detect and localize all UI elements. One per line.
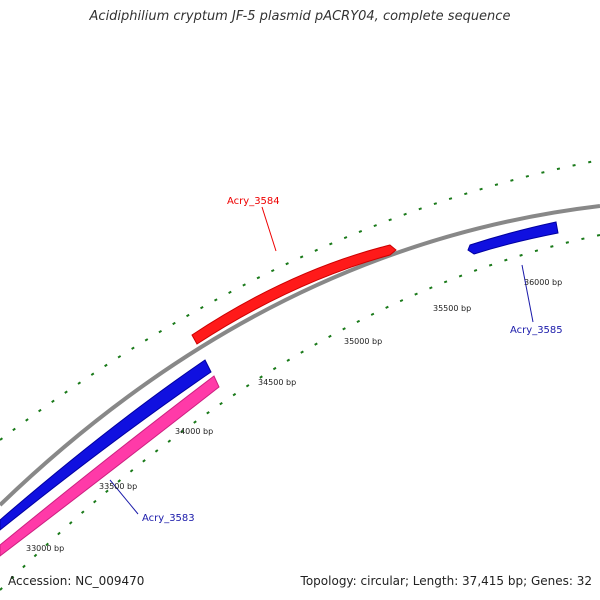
map-title: Acidiphilium cryptum JF-5 plasmid pACRY0… — [89, 9, 511, 24]
gene-acry-3583[interactable] — [0, 375, 220, 557]
tick-label: 33000 bp — [26, 544, 64, 553]
gene-acry-3584[interactable] — [191, 244, 397, 345]
backbone-arc — [0, 204, 600, 507]
tick-label: 35500 bp — [433, 304, 471, 313]
tick-label: 35000 bp — [344, 337, 382, 346]
leader-acry-3584 — [261, 206, 277, 252]
leader-acry-3583 — [109, 479, 139, 515]
gene-acry-3585[interactable] — [467, 221, 559, 255]
gene-blue-band[interactable] — [0, 359, 212, 531]
tick-label: 34000 bp — [175, 427, 213, 436]
gene-label-acry-3585: Acry_3585 — [510, 325, 563, 336]
outer-tick-ring — [0, 159, 600, 441]
gene-label-acry-3583: Acry_3583 — [142, 513, 195, 524]
tick-label: 36000 bp — [524, 278, 562, 287]
tick-label: 33500 bp — [99, 482, 137, 491]
inner-tick-ring — [0, 234, 600, 591]
leader-acry-3585 — [521, 264, 534, 323]
gene-label-acry-3584: Acry_3584 — [227, 196, 280, 207]
tick-label: 34500 bp — [258, 378, 296, 387]
summary-text: Topology: circular; Length: 37,415 bp; G… — [300, 574, 592, 588]
accession-text: Accession: NC_009470 — [8, 574, 145, 588]
